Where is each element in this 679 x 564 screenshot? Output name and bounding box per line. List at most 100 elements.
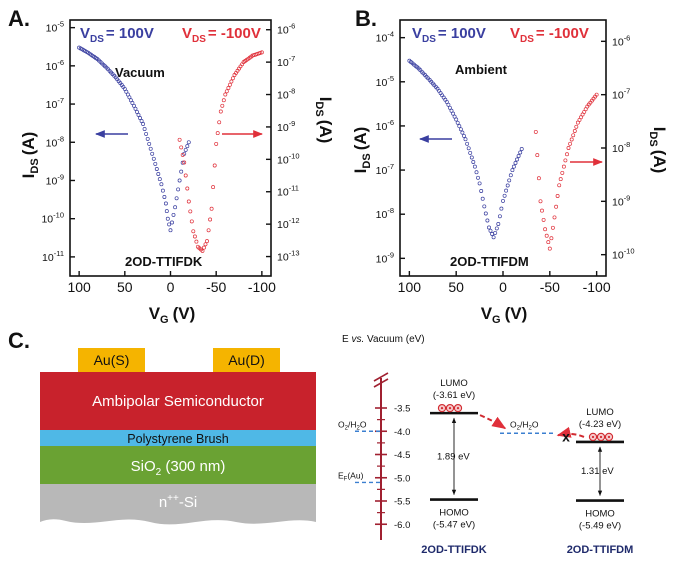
drain-label: Au(D) xyxy=(228,352,265,368)
data-point xyxy=(162,195,167,199)
data-point xyxy=(227,82,232,87)
left-tick-label: 10-11 xyxy=(42,249,64,264)
data-point xyxy=(163,201,168,206)
data-point xyxy=(469,155,474,160)
energy-axis-ticks: -3.5 -4.0 -4.5 -5.0 -5.5 -6.0 xyxy=(375,404,410,531)
x-tick-label: -100 xyxy=(583,279,611,295)
data-point xyxy=(560,170,565,175)
data-point xyxy=(148,146,153,151)
ttifdm-lumo-value: (-4.23 eV) xyxy=(579,419,621,430)
data-point xyxy=(185,144,190,149)
data-point xyxy=(159,182,164,187)
data-point xyxy=(170,220,174,225)
data-point xyxy=(499,206,504,211)
data-point xyxy=(449,108,454,113)
data-point xyxy=(452,114,457,119)
data-point xyxy=(202,245,206,250)
blocked-trapping-arrow xyxy=(556,426,585,438)
data-point xyxy=(454,117,459,122)
data-point xyxy=(183,147,188,152)
data-point xyxy=(194,239,199,244)
data-point xyxy=(463,137,468,142)
data-point xyxy=(208,217,213,222)
panel-b-x-axis: 100 50 0 -50 -100 xyxy=(398,271,611,295)
data-point xyxy=(568,141,573,146)
energy-tick-label: -5.5 xyxy=(394,497,410,508)
data-point xyxy=(164,209,169,214)
data-point xyxy=(511,164,516,169)
panel-a-x-axis: 100 50 0 -50 -100 xyxy=(67,271,276,295)
data-point xyxy=(144,131,149,136)
data-point xyxy=(496,222,501,226)
ttifdk-lumo-value: (-3.61 eV) xyxy=(433,390,475,401)
data-point xyxy=(130,101,135,105)
electron-core xyxy=(448,407,452,410)
left-tick-label: 10-6 xyxy=(46,58,64,73)
right-tick-label: 10-9 xyxy=(277,119,295,134)
data-point xyxy=(214,141,219,146)
data-point xyxy=(151,156,156,161)
data-point xyxy=(457,124,462,129)
right-tick-label: 10-10 xyxy=(277,151,300,166)
data-point xyxy=(218,109,223,114)
data-point xyxy=(508,173,513,178)
data-point xyxy=(124,89,129,94)
data-point xyxy=(160,188,165,193)
right-tick-label: 10-6 xyxy=(277,22,295,37)
semiconductor-label: Ambipolar Semiconductor xyxy=(92,393,264,410)
source-electrode xyxy=(78,348,145,372)
data-point xyxy=(466,146,471,151)
data-point xyxy=(468,150,473,155)
data-point xyxy=(505,183,510,188)
panel-a-left-ylabel: IDS(A) xyxy=(19,132,41,179)
x-tick-label: -50 xyxy=(540,279,560,295)
oxide-layer xyxy=(40,446,316,484)
left-tick-label: 10-8 xyxy=(46,134,64,149)
data-point xyxy=(451,111,456,116)
x-tick-label: 100 xyxy=(67,279,91,295)
panel-a-xlabel: VG (V) xyxy=(149,304,196,326)
panel-b-letter: B. xyxy=(355,6,377,31)
data-point xyxy=(157,177,162,182)
data-point xyxy=(212,163,217,168)
data-point xyxy=(555,194,560,198)
data-point xyxy=(516,154,521,158)
data-point xyxy=(477,181,482,186)
data-point xyxy=(538,199,543,204)
data-point xyxy=(191,229,196,234)
ttifdm-lumo-label: LUMO xyxy=(586,407,613,418)
data-point xyxy=(479,189,484,193)
o2-level-label: O2/H2O xyxy=(338,419,367,431)
panel-a-right-axis: 10-13 10-12 10-11 10-10 10-9 10-8 10-7 10-6 xyxy=(266,22,300,264)
right-tick-label: 10-8 xyxy=(612,140,630,155)
data-point xyxy=(127,95,132,100)
panel-b-chart: B. 10-910-810-710-610-510-4 10-1010-910-… xyxy=(351,6,669,326)
data-point xyxy=(211,185,216,190)
data-point xyxy=(173,205,178,210)
data-point xyxy=(142,127,147,131)
electron-core xyxy=(440,407,444,410)
data-point xyxy=(177,137,182,142)
data-point xyxy=(594,92,599,97)
data-point xyxy=(176,187,181,192)
panel-b-right-axis: 10-10 10-9 10-8 10-7 10-6 xyxy=(601,33,635,262)
ttifdk-bandgap-value: 1.89 eV xyxy=(437,451,470,462)
data-point xyxy=(546,240,551,245)
o2-trap-level-label: O2/H2O xyxy=(510,419,539,431)
data-point xyxy=(510,168,515,173)
data-point xyxy=(215,131,220,136)
ttifdk-homo-label: HOMO xyxy=(439,508,469,519)
data-point xyxy=(502,193,507,198)
data-point xyxy=(165,216,170,221)
data-point xyxy=(180,160,185,165)
data-point xyxy=(491,235,496,240)
left-tick-label: 10-6 xyxy=(376,118,394,133)
data-point xyxy=(209,206,214,211)
panel-b-condition: Ambient xyxy=(455,62,508,77)
right-tick-label: 10-11 xyxy=(277,184,299,199)
left-tick-label: 10-7 xyxy=(46,96,64,111)
data-point xyxy=(138,116,142,120)
ttifdk-name: 2OD-TTIFDK xyxy=(421,544,486,556)
ef-level-label: EF(Au) xyxy=(338,470,364,482)
ttifdm-bandgap-value: 1.31 eV xyxy=(581,466,614,477)
